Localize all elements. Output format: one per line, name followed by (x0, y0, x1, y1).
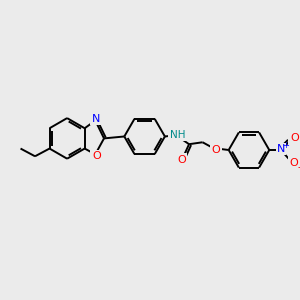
Text: N: N (92, 114, 100, 124)
Text: -: - (298, 162, 300, 172)
Text: O: O (289, 158, 298, 168)
Text: O: O (92, 151, 101, 161)
Text: N: N (277, 144, 285, 154)
Text: +: + (282, 141, 289, 150)
Text: NH: NH (170, 130, 185, 140)
Text: O: O (177, 155, 186, 165)
Text: O: O (290, 134, 299, 143)
Text: O: O (212, 145, 220, 155)
